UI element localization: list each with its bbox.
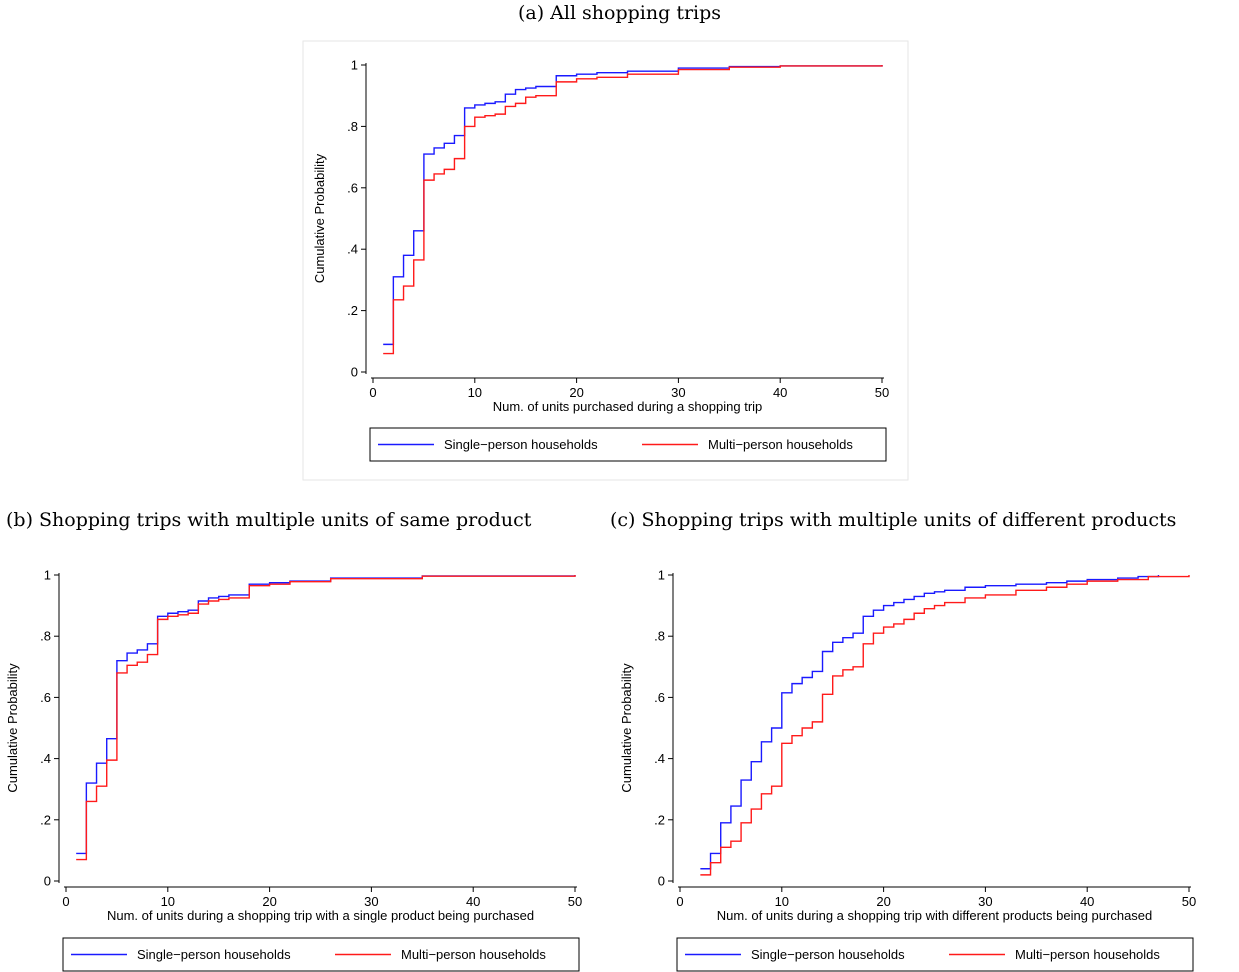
y-tick-label: .6 xyxy=(654,690,665,705)
x-tick-label: 0 xyxy=(369,385,376,400)
x-tick-label: 50 xyxy=(875,385,889,400)
y-tick-label: .4 xyxy=(654,751,665,766)
chart-frame xyxy=(302,40,909,481)
legend-box xyxy=(676,937,1194,972)
y-tick-label: .2 xyxy=(654,812,665,827)
y-tick-label: .8 xyxy=(40,629,51,644)
x-tick-label: 40 xyxy=(1080,894,1094,909)
x-tick-label: 40 xyxy=(773,385,787,400)
x-tick-label: 30 xyxy=(671,385,685,400)
y-tick-label: .6 xyxy=(347,180,358,195)
x-tick-label: 10 xyxy=(161,894,175,909)
x-axis-title: Num. of units purchased during a shoppin… xyxy=(493,399,763,414)
y-tick-label: .2 xyxy=(347,303,358,318)
x-tick-label: 30 xyxy=(364,894,378,909)
legend-label-multi: Multi−person households xyxy=(1015,947,1160,962)
y-tick-label: 1 xyxy=(658,568,665,583)
x-tick-label: 40 xyxy=(466,894,480,909)
legend-label-single: Single−person households xyxy=(751,947,905,962)
x-tick-label: 30 xyxy=(978,894,992,909)
series-line-single xyxy=(76,575,576,855)
y-tick-label: 1 xyxy=(351,58,358,73)
caption-b: (b) Shopping trips with multiple units o… xyxy=(6,509,532,531)
y-tick-label: .4 xyxy=(40,751,51,766)
x-tick-label: 0 xyxy=(62,894,69,909)
y-tick-label: 1 xyxy=(44,568,51,583)
x-axis-title: Num. of units during a shopping trip wit… xyxy=(717,908,1153,923)
series-line-multi xyxy=(383,65,883,355)
legend: Single−person households Multi−person hou… xyxy=(62,937,580,972)
legend-box xyxy=(369,427,887,462)
y-tick-label: 0 xyxy=(351,365,358,380)
legend-label-single: Single−person households xyxy=(444,437,598,452)
y-axis-title: Cumulative Probability xyxy=(312,153,327,283)
caption-a: (a) All shopping trips xyxy=(517,2,722,24)
caption-c: (c) Shopping trips with multiple units o… xyxy=(610,509,1177,531)
y-tick-label: .8 xyxy=(654,629,665,644)
x-tick-label: 0 xyxy=(676,894,683,909)
legend-label-multi: Multi−person households xyxy=(708,437,853,452)
x-tick-label: 10 xyxy=(468,385,482,400)
x-tick-label: 10 xyxy=(775,894,789,909)
y-tick-label: .8 xyxy=(347,119,358,134)
series-line-multi xyxy=(76,575,576,861)
x-tick-label: 20 xyxy=(569,385,583,400)
series-line-single xyxy=(700,575,1160,870)
series-line-multi xyxy=(700,575,1190,876)
y-axis-title: Cumulative Probability xyxy=(619,663,634,793)
legend-box xyxy=(62,937,580,972)
x-tick-label: 20 xyxy=(262,894,276,909)
legend-label-single: Single−person households xyxy=(137,947,291,962)
legend: Single−person households Multi−person hou… xyxy=(676,937,1194,972)
y-tick-label: 0 xyxy=(44,874,51,889)
y-tick-label: 0 xyxy=(658,874,665,889)
x-tick-label: 50 xyxy=(568,894,582,909)
x-tick-label: 20 xyxy=(876,894,890,909)
y-tick-label: .6 xyxy=(40,690,51,705)
y-axis-title: Cumulative Probability xyxy=(5,663,20,793)
legend: Single−person households Multi−person hou… xyxy=(369,427,887,462)
legend-label-multi: Multi−person households xyxy=(401,947,546,962)
x-axis-title: Num. of units during a shopping trip wit… xyxy=(107,908,534,923)
x-tick-label: 50 xyxy=(1182,894,1196,909)
y-tick-label: .4 xyxy=(347,242,358,257)
y-tick-label: .2 xyxy=(40,812,51,827)
